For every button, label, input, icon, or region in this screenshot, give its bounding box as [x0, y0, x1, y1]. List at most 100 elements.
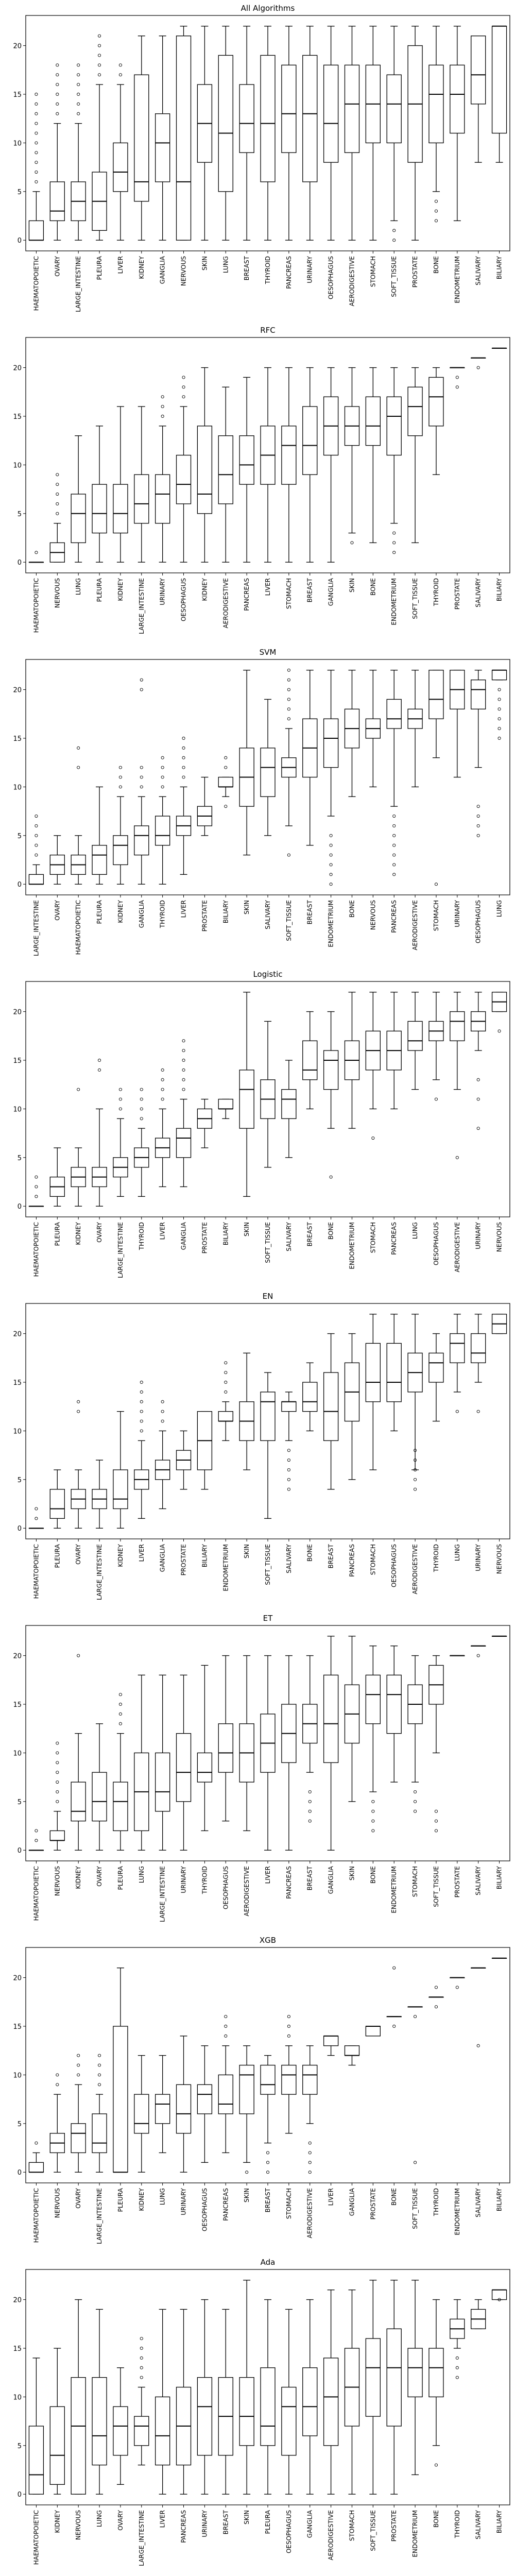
outlier-point — [35, 843, 38, 847]
x-tick-label: SOFT_TISSUE — [264, 1222, 271, 1263]
box-pleura — [92, 786, 107, 885]
box-ganglia — [323, 1636, 339, 1851]
box-breast — [239, 26, 254, 241]
x-tick-label: SALIVARY — [475, 578, 482, 607]
x-tick-label: URINARY — [159, 578, 166, 605]
box-salivary — [471, 1967, 486, 2047]
y-tick-label: 0 — [18, 1525, 22, 1533]
outlier-point — [182, 395, 185, 399]
box-thyroid — [428, 1333, 444, 1422]
box-pancreas — [176, 2309, 192, 2495]
outlier-point — [161, 785, 164, 789]
box-breast — [218, 2309, 233, 2495]
outlier-point — [182, 1068, 185, 1072]
outlier-point — [414, 1487, 417, 1491]
x-tick-label: LARGE_INTESTINE — [96, 1544, 103, 1600]
box-skin — [239, 2280, 254, 2495]
x-tick-label: LIVER — [180, 900, 187, 918]
box-pancreas — [218, 2015, 233, 2154]
x-tick-label: LUNG — [222, 256, 229, 273]
box-biliary — [218, 756, 233, 808]
box-liver — [176, 736, 192, 875]
outlier-point — [476, 805, 480, 808]
outlier-point — [97, 54, 101, 57]
x-tick-label: PROSTATE — [201, 900, 208, 931]
x-tick-label: OVARY — [96, 1866, 103, 1886]
iqr-box — [281, 426, 297, 485]
chart-panel-6: XGB 0 5 10 15 20 HAEMATOPOIETIC NERVOUS OVARY LAR… — [13, 1936, 510, 2244]
iqr-box — [471, 1333, 486, 1363]
box-stomach — [428, 670, 444, 886]
outlier-point — [77, 112, 80, 115]
y-tick-label: 15 — [13, 1379, 22, 1387]
chart-panel-0: All Algorithms 0 5 10 15 20 HAEMATOPOIETIC OVAR… — [13, 4, 510, 312]
outlier-point — [287, 1458, 290, 1462]
box-skin — [239, 670, 254, 856]
iqr-box — [302, 55, 318, 182]
iqr-box — [407, 1021, 423, 1051]
box-endometrium — [344, 992, 360, 1129]
outlier-point — [140, 1410, 143, 1413]
outlier-point — [392, 814, 396, 818]
outlier-point — [140, 766, 143, 769]
outlier-point — [392, 229, 396, 232]
outlier-point — [392, 239, 396, 242]
x-tick-label: KIDNEY — [138, 2188, 145, 2211]
outlier-point — [182, 1049, 185, 1053]
box-bone — [365, 367, 381, 544]
box-kidney — [113, 406, 128, 563]
x-tick-label: ENDOMETRIUM — [454, 256, 461, 303]
outlier-point — [161, 395, 164, 399]
box-soft-tissue — [407, 367, 423, 544]
outlier-point — [35, 2141, 38, 2145]
outlier-point — [56, 473, 59, 477]
x-tick-label: BILIARY — [496, 578, 503, 601]
outlier-point — [455, 1410, 459, 1413]
x-tick-label: PANCREAS — [390, 900, 398, 933]
box-ovary — [113, 2367, 128, 2485]
outlier-point — [329, 834, 333, 837]
x-tick-label: LARGE_INTESTINE — [138, 578, 145, 634]
outlier-point — [455, 385, 459, 389]
x-tick-label: AERODIGESTIVE — [243, 1866, 250, 1917]
iqr-box — [323, 718, 339, 768]
box-endometrium — [323, 670, 339, 886]
x-tick-label: THYROID — [433, 2188, 440, 2216]
iqr-box — [92, 484, 107, 534]
iqr-box — [323, 1050, 339, 1090]
outlier-point — [140, 1107, 143, 1111]
box-breast — [323, 1333, 339, 1490]
iqr-box — [323, 1372, 339, 1441]
x-tick-label: NERVOUS — [180, 256, 187, 286]
x-tick-label: SKIN — [348, 1866, 355, 1880]
x-tick-label: ENDOMETRIUM — [454, 2188, 461, 2235]
iqr-box — [92, 2377, 107, 2466]
outlier-point — [35, 92, 38, 96]
outlier-point — [35, 112, 38, 115]
outlier-point — [434, 1986, 438, 1989]
x-tick-label: URINARY — [180, 1866, 187, 1893]
iqr-box — [428, 2348, 444, 2398]
iqr-box — [323, 1674, 339, 1763]
x-tick-label: AERODIGESTIVE — [328, 2510, 335, 2561]
box-salivary — [471, 36, 486, 163]
iqr-box — [49, 1489, 65, 1519]
box-pleura — [49, 1147, 65, 1207]
outlier-point — [224, 1380, 228, 1384]
outlier-point — [182, 1088, 185, 1091]
x-tick-label: LARGE_INTESTINE — [159, 1866, 166, 1922]
outlier-point — [118, 766, 122, 769]
iqr-box — [428, 64, 444, 144]
outlier-point — [35, 1517, 38, 1520]
x-tick-label: KIDNEY — [75, 1222, 82, 1245]
box-endometrium — [407, 2280, 423, 2476]
iqr-box — [197, 2377, 213, 2456]
y-tick-label: 20 — [13, 43, 22, 50]
box-pleura — [49, 1469, 65, 1529]
outlier-point — [476, 824, 480, 827]
iqr-box — [239, 2064, 254, 2114]
outlier-point — [224, 1390, 228, 1394]
iqr-box — [113, 1782, 128, 1832]
iqr-box — [450, 1333, 465, 1363]
outlier-point — [77, 102, 80, 106]
